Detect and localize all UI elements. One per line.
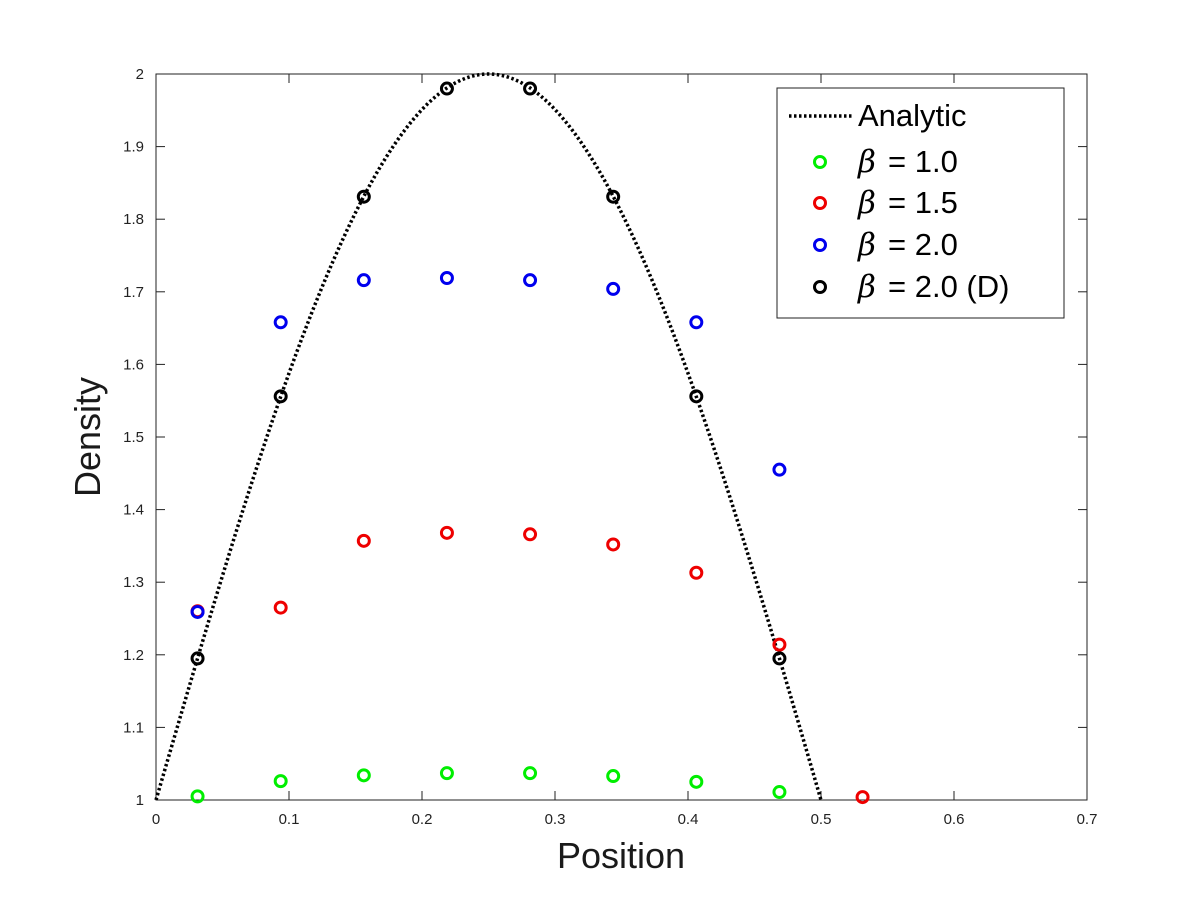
point-series-2	[356, 273, 371, 288]
point-series-2	[606, 281, 621, 296]
x-axis-title: Position	[557, 835, 685, 876]
point-series-3	[190, 651, 205, 666]
point-series-3	[273, 389, 288, 404]
y-tick-label: 1.3	[123, 574, 144, 591]
point-series-2	[439, 271, 454, 286]
x-tick-label: 0.6	[944, 811, 965, 828]
axis-tick-labels: 0 0.1 0.2 0.3 0.4 0.5 0.6 0.7 1 1.1 1.2 1.3 1.4 1.5 1.…	[123, 66, 1097, 828]
y-tick-label: 2	[136, 66, 144, 83]
point-series-1	[523, 527, 538, 542]
point-series-0	[772, 785, 787, 800]
legend-marker	[813, 196, 827, 210]
point-series-0	[439, 766, 454, 781]
point-series-0	[273, 774, 288, 789]
point-series-1	[273, 600, 288, 615]
point-series-2	[190, 604, 205, 619]
y-tick-label: 1.7	[123, 284, 144, 301]
legend-analytic-label: Analytic	[858, 98, 967, 133]
y-tick-label: 1.2	[123, 647, 144, 664]
y-tick-label: 1.9	[123, 139, 144, 156]
y-tick-label: 1.1	[123, 719, 144, 736]
point-series-1	[606, 537, 621, 552]
point-series-1	[439, 525, 454, 540]
legend-marker	[813, 280, 827, 294]
analytic-curve	[154, 72, 823, 801]
y-tick-label: 1.5	[123, 429, 144, 446]
x-tick-label: 0.4	[678, 811, 699, 828]
point-series-2	[273, 315, 288, 330]
legend: Analytic β = 1.0 β = 1.5 β = 2.0 β = 2.0 (D)	[776, 87, 1065, 319]
legend-beta-symbol: β	[857, 227, 876, 263]
x-tick-label: 0.2	[412, 811, 433, 828]
axis-ticks	[155, 73, 1088, 801]
y-tick-label: 1.4	[123, 502, 144, 519]
x-tick-label: 0.3	[545, 811, 566, 828]
y-tick-label: 1	[136, 792, 144, 809]
y-tick-label: 1.6	[123, 356, 144, 373]
point-series-2	[523, 273, 538, 288]
point-series-3	[689, 389, 704, 404]
point-series-0	[523, 766, 538, 781]
point-series-1	[855, 790, 870, 805]
x-tick-label: 0.5	[811, 811, 832, 828]
point-series-3	[523, 81, 538, 96]
legend-entry-label: = 1.5	[888, 185, 958, 220]
point-series-3	[606, 189, 621, 204]
point-series-1	[356, 533, 371, 548]
legend-beta-symbol: β	[857, 185, 876, 221]
x-tick-label: 0.1	[279, 811, 300, 828]
point-series-0	[190, 789, 205, 804]
data-points	[190, 81, 870, 805]
point-series-1	[689, 565, 704, 580]
x-tick-label: 0	[152, 811, 160, 828]
point-series-0	[689, 774, 704, 789]
point-series-1	[772, 637, 787, 652]
legend-marker	[813, 238, 827, 252]
point-series-2	[772, 462, 787, 477]
legend-beta-symbol: β	[857, 269, 876, 305]
point-series-3	[772, 651, 787, 666]
legend-entry-label: = 2.0	[888, 227, 958, 262]
legend-entry-label: = 1.0	[888, 144, 958, 179]
point-series-2	[689, 315, 704, 330]
y-tick-label: 1.8	[123, 211, 144, 228]
legend-entry-label: = 2.0 (D)	[888, 269, 1009, 304]
legend-marker	[813, 155, 827, 169]
x-tick-label: 0.7	[1077, 811, 1098, 828]
y-axis-title: Density	[67, 377, 108, 497]
point-series-3	[356, 189, 371, 204]
point-series-3	[439, 81, 454, 96]
legend-beta-symbol: β	[857, 144, 876, 180]
point-series-0	[356, 768, 371, 783]
point-series-0	[606, 769, 621, 784]
legend-entries: β = 1.0 β = 1.5 β = 2.0 β = 2.0 (D)	[813, 144, 1009, 305]
